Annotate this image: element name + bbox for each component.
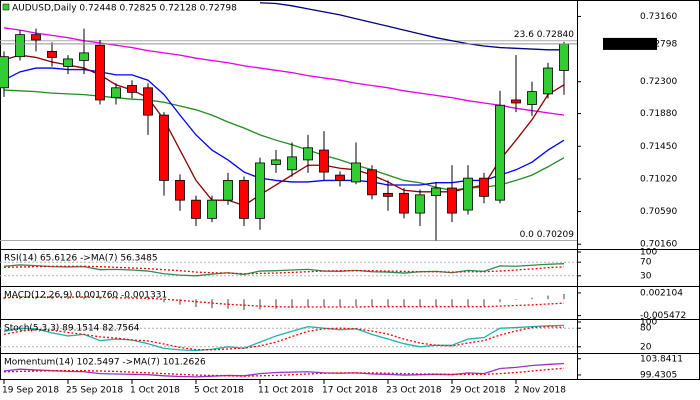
- x-tick-label: 29 Oct 2018: [450, 386, 506, 396]
- signal-line: [3, 296, 565, 308]
- candle-body: [143, 87, 153, 116]
- y-tick-label: 70: [640, 258, 652, 268]
- candle-body: [159, 114, 169, 181]
- candle-body: [287, 156, 297, 171]
- x-tick-label: 11 Oct 2018: [258, 386, 314, 396]
- x-tick-label: 2 Nov 2018: [514, 386, 566, 396]
- y-tick-label: 20: [640, 342, 652, 352]
- candle-body: [431, 187, 441, 197]
- indicator-title: MACD(12,26,9) 0.001760 -0.001331: [4, 291, 167, 301]
- candle-body: [175, 180, 185, 201]
- current-price-box: [603, 37, 657, 50]
- fib-label: 0.0 0.70209: [520, 230, 575, 240]
- candle-body: [223, 180, 233, 201]
- symbol-icon: [2, 3, 10, 11]
- candle-body: [367, 169, 377, 196]
- candle-body: [239, 180, 249, 219]
- x-tick-label: 5 Oct 2018: [194, 386, 244, 396]
- candle-body: [207, 199, 217, 219]
- y-tick-label: 0.73160: [640, 12, 677, 22]
- x-tick-label: 17 Oct 2018: [322, 386, 378, 396]
- indicator-line: [3, 263, 565, 277]
- y-tick-label: 103.8411: [640, 354, 683, 364]
- fib-label: 23.6 0.72840: [514, 30, 574, 40]
- candle-body: [95, 44, 105, 101]
- indicator-title: RSI(14) 65.6126 ->MA(7) 56.3485: [4, 254, 158, 264]
- y-tick-label: 0.002104: [640, 288, 683, 298]
- indicator-title: Momentum(14) 102.5497 ->MA(7) 101.2626: [4, 358, 206, 368]
- candle-body: [31, 34, 41, 41]
- y-tick-label: 0.70590: [640, 207, 677, 217]
- indicator-line: [3, 325, 565, 351]
- candle-body: [495, 104, 505, 201]
- candle-body: [527, 91, 537, 105]
- candle-body: [319, 149, 329, 173]
- y-tick-label: 80: [640, 324, 652, 334]
- candle-body: [191, 199, 201, 219]
- indicator-line: [3, 324, 565, 352]
- y-tick-label: 0.70160: [640, 240, 677, 250]
- main-plot: [0, 2, 569, 241]
- candle-body: [0, 56, 9, 89]
- candle-body: [479, 177, 489, 197]
- y-tick-label: 99.4305: [640, 370, 677, 380]
- candle-body: [15, 34, 25, 58]
- candle-body: [127, 85, 137, 93]
- candle-body: [351, 162, 361, 183]
- candle-body: [511, 99, 521, 104]
- indicator-line: [3, 362, 565, 378]
- y-tick-label: -0.005472: [640, 311, 686, 321]
- candle-body: [271, 159, 281, 165]
- y-tick-label: 100: [640, 248, 657, 258]
- y-tick-label: 30: [640, 271, 652, 281]
- indicator-line: [3, 265, 565, 275]
- candle-body: [463, 177, 473, 211]
- moving-average: [3, 27, 565, 116]
- candle-body: [47, 50, 57, 58]
- indicator-line: [3, 367, 565, 377]
- candle-body: [559, 43, 569, 71]
- x-tick-label: 19 Sep 2018: [2, 386, 59, 396]
- y-tick-label: 100: [640, 318, 657, 328]
- chart-title: AUDUSD,Daily 0.72448 0.72825 0.72128 0.7…: [12, 4, 237, 14]
- indicator-title: Stoch(5,3,3) 89.1514 82.7564: [4, 324, 140, 334]
- y-tick-label: 0.71880: [640, 109, 677, 119]
- candle-body: [79, 52, 89, 61]
- candle-body: [303, 147, 313, 161]
- current-price-label: 0.72798: [640, 39, 677, 49]
- candle-body: [383, 192, 393, 197]
- y-tick-label: 0.71020: [640, 174, 677, 184]
- x-tick-label: 23 Oct 2018: [386, 386, 442, 396]
- x-tick-label: 25 Sep 2018: [66, 386, 123, 396]
- candle-body: [63, 58, 73, 67]
- y-tick-label: 0.71450: [640, 142, 677, 152]
- candle-body: [111, 87, 121, 99]
- x-tick-label: 1 Oct 2018: [130, 386, 180, 396]
- y-tick-label: 0.72300: [640, 77, 677, 87]
- candle-body: [399, 192, 409, 214]
- candle-body: [255, 162, 265, 219]
- candle-body: [447, 187, 457, 214]
- candle-body: [335, 174, 345, 181]
- candle-body: [543, 67, 553, 95]
- moving-average: [259, 2, 564, 51]
- candle-body: [415, 194, 425, 214]
